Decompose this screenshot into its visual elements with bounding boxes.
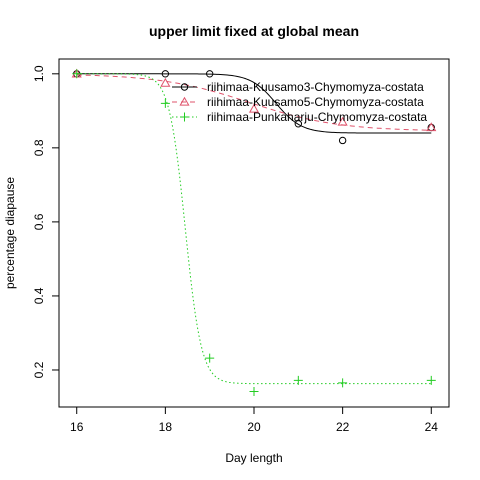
x-tick-label-0: 16 (70, 420, 84, 434)
x-tick-label-3: 22 (336, 420, 350, 434)
y-tick-label-1: 0.4 (32, 287, 46, 304)
x-axis-label: Day length (225, 451, 282, 465)
legend-marker-2 (180, 98, 188, 105)
y-tick-label-4: 1.0 (32, 65, 46, 82)
y-tick-label-2: 0.6 (32, 213, 46, 230)
chart-title: upper limit fixed at global mean (149, 23, 359, 39)
legend-label-1: riihimaa-Kuusamo3-Chymomyza-costata (207, 80, 424, 94)
series-3-point-4 (250, 387, 259, 396)
series-1-point-5 (339, 137, 345, 143)
legend-label-2: riihimaa-Kuusamo5-Chymomyza-costata (207, 95, 424, 109)
y-axis-label: percentage diapause (3, 177, 17, 289)
x-axis: 16 18 20 22 24 (70, 407, 438, 434)
y-axis: 0.2 0.4 0.6 0.8 1.0 (32, 65, 59, 378)
x-tick-label-4: 24 (425, 420, 439, 434)
y-tick-label-3: 0.8 (32, 139, 46, 156)
x-tick-label-1: 18 (159, 420, 173, 434)
series-3-point-6 (338, 378, 347, 387)
series-3-point-7 (427, 376, 436, 385)
legend: riihimaa-Kuusamo3-Chymomyza-costatariihi… (172, 80, 427, 124)
series-3-point-3 (205, 354, 214, 363)
series-2-point-2 (161, 79, 169, 86)
x-tick-label-2: 20 (247, 420, 261, 434)
legend-marker-3 (180, 113, 189, 122)
y-tick-label-0: 0.2 (32, 361, 46, 378)
legend-label-3: riihimaa-Punkaharju-Chymomyza-costata (207, 110, 427, 124)
